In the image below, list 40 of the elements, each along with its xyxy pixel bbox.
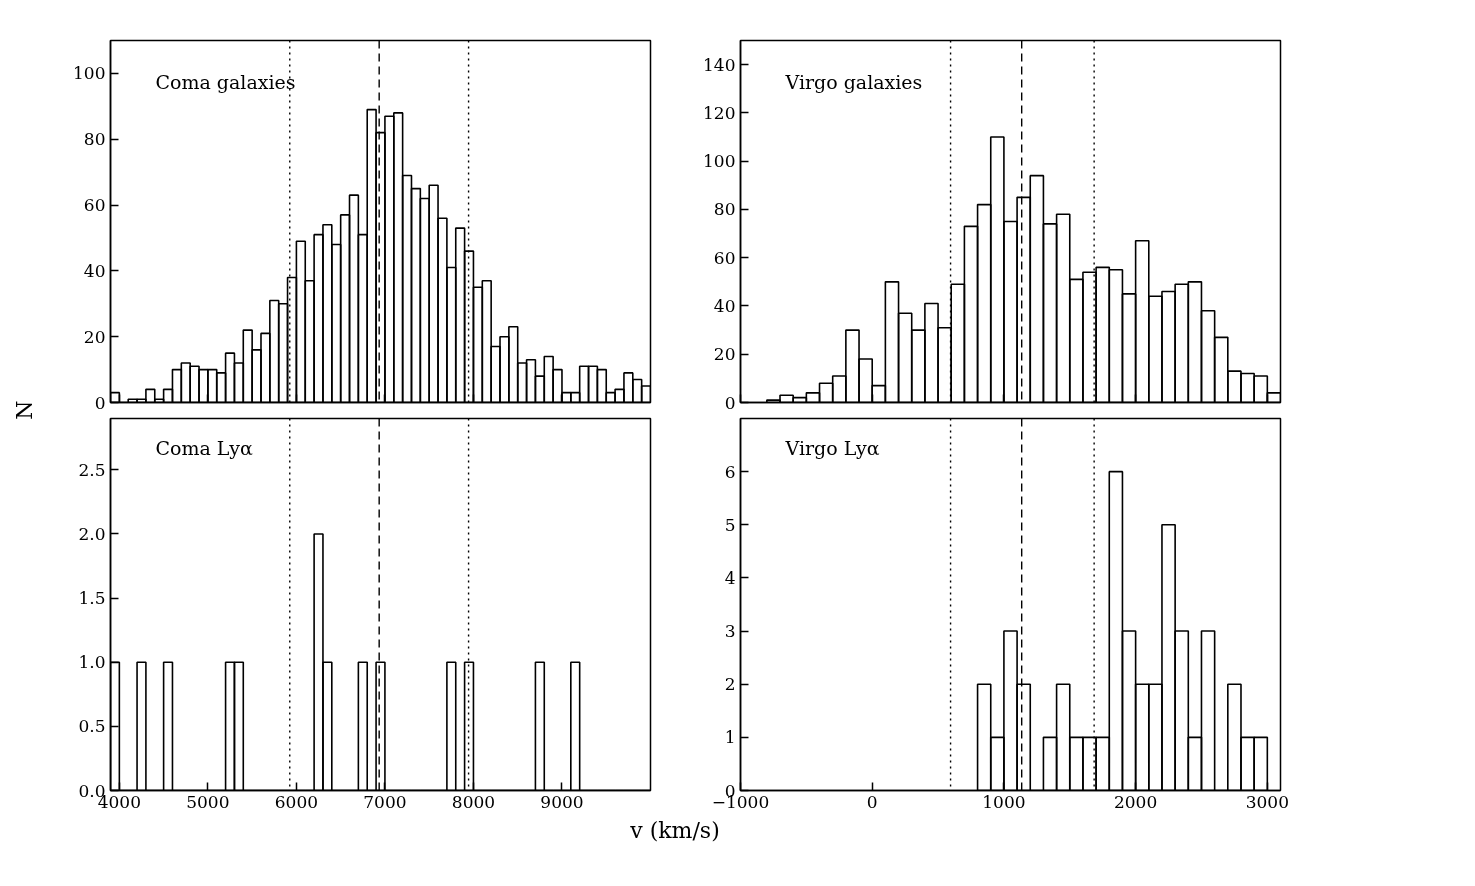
y-tick-label: 20 [83,326,106,347]
y-tick-label: 40 [83,260,106,281]
x-tick-label: 3000 [1245,791,1289,812]
y-tick-label: 80 [713,199,736,220]
x-tick-label: 2000 [1113,791,1158,812]
y-tick-label: 80 [83,129,106,150]
y-tick-label: 4 [724,567,736,588]
x-tick-label: 1000 [982,791,1026,812]
y-tick-label: 2 [724,674,736,695]
annotation: Virgo galaxies [784,70,923,93]
annotation: Coma galaxies [155,70,296,93]
y-tick-label: 6 [724,461,736,482]
y-tick-label: 1.0 [78,652,106,673]
x-tick-label: 7000 [363,791,407,812]
y-tick-label: 3 [724,621,736,642]
y-tick-label: 1 [724,727,736,748]
x-tick-label: 5000 [186,791,230,812]
x-tick-label: 0 [866,791,878,812]
x-tick-label: 9000 [540,791,584,812]
y-tick-label: 1.5 [78,588,106,609]
y-tick-label: 140 [703,54,736,75]
y-tick-label: 120 [703,102,736,123]
x-axis-title: v (km/s) [630,817,720,845]
annotation: Virgo Lyα [784,436,880,459]
y-tick-label: 40 [713,295,736,316]
y-tick-label: 2.5 [78,459,106,480]
x-tick-label: 6000 [274,791,319,812]
y-tick-label: 0 [724,392,736,413]
x-tick-label: 8000 [451,791,496,812]
y-tick-label: 100 [73,63,106,84]
y-tick-label: 20 [713,344,736,365]
annotation: Coma Lyα [155,436,253,459]
y-axis-title: N [11,400,39,420]
y-tick-label: 5 [724,514,736,535]
y-tick-label: 0.5 [78,716,106,737]
y-tick-label: 0 [94,392,106,413]
y-tick-label: 60 [713,247,736,268]
y-tick-label: 60 [83,195,106,216]
y-tick-label: 100 [703,151,736,172]
y-tick-label: 2.0 [78,523,106,544]
